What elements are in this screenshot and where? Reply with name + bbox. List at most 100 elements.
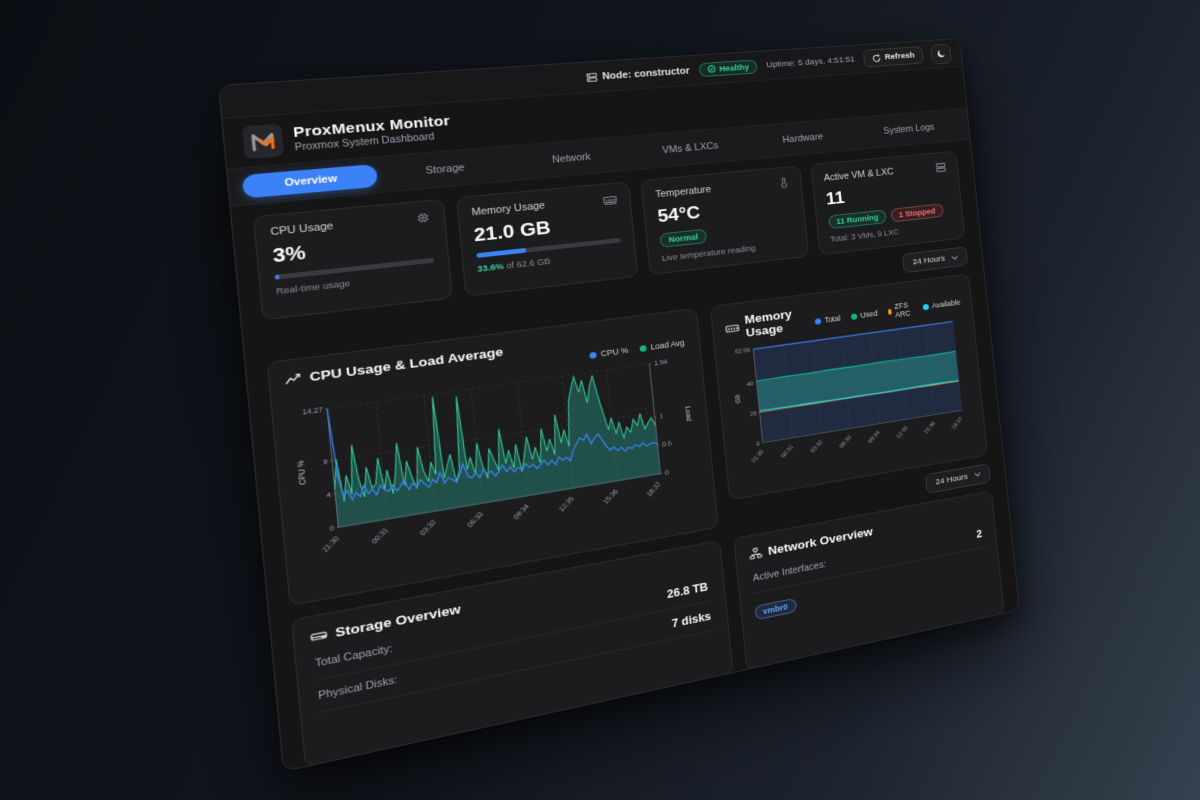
svg-text:21:30: 21:30 <box>320 534 341 553</box>
proxmenux-dashboard-window: Node: constructor Healthy Uptime: 5 days… <box>218 38 1021 772</box>
server-stack-icon <box>935 162 947 174</box>
svg-text:06:33: 06:33 <box>466 510 486 529</box>
svg-text:00:31: 00:31 <box>779 443 794 459</box>
active-vm-lxc-card: Active VM & LXC 11 11 Running 1 Stopped … <box>810 150 966 256</box>
legend-label: Used <box>860 308 879 320</box>
temperature-status-badge: Normal <box>659 228 708 248</box>
svg-text:4: 4 <box>326 491 332 500</box>
legend-label: Total <box>824 313 841 325</box>
detail-value: 7 disks <box>671 609 712 631</box>
thermometer-icon <box>777 177 789 189</box>
svg-text:12:35: 12:35 <box>894 425 909 440</box>
legend-item: Total <box>814 310 841 330</box>
check-circle-icon <box>707 65 716 73</box>
memory-ram-icon <box>603 193 618 206</box>
chevron-down-icon-2 <box>974 471 981 477</box>
legend-label: Available <box>931 297 961 310</box>
proxmenux-logo <box>241 123 284 159</box>
right-column: Memory Usage Total Used ZFS ARC Available 2… <box>709 273 1005 671</box>
svg-text:18:37: 18:37 <box>949 416 963 431</box>
detail-value: 2 <box>975 527 983 541</box>
moon-icon <box>936 49 946 59</box>
legend-item: ZFS ARC <box>887 300 913 320</box>
detail-label: Active Interfaces: <box>752 558 827 584</box>
tab-vms-lxcs[interactable]: VMs & LXCs <box>661 140 719 156</box>
memory-caption-percent: 33.6% <box>476 261 505 274</box>
vms-stopped-badge: 1 Stopped <box>890 203 944 223</box>
svg-text:00:31: 00:31 <box>370 526 391 545</box>
charts-grid: CPU Usage & Load Average CPU % Load Avg 2… <box>266 273 1005 767</box>
overview-content: CPU Usage 3% Real-time usage <box>231 140 1020 772</box>
node-label: Node: constructor <box>601 65 691 82</box>
svg-text:0: 0 <box>329 524 335 533</box>
network-icon <box>748 546 762 560</box>
memory-chart: 21:30 00:31 03:32 06:33 09:34 12:35 15:36 18:37… <box>733 310 963 464</box>
server-icon <box>585 71 598 82</box>
cpu-usage-card: CPU Usage 3% Real-time usage <box>252 198 453 321</box>
temperature-card: Temperature 54°C Normal Live temperature… <box>640 165 809 276</box>
uptime-text: Uptime: 5 days, 4:51:51 <box>765 54 856 70</box>
svg-text:Load: Load <box>684 405 694 422</box>
cpu-card-label: CPU Usage <box>269 220 334 239</box>
memory-chart-icon <box>724 322 739 335</box>
time-range-top-value: 24 Hours <box>912 253 946 267</box>
memory-chart-card: Memory Usage Total Used ZFS ARC Available 2… <box>709 273 988 501</box>
chevron-down-icon <box>951 254 958 260</box>
refresh-label: Refresh <box>884 50 915 62</box>
refresh-icon <box>872 53 881 62</box>
svg-text:1.94: 1.94 <box>654 358 669 367</box>
svg-text:18:37: 18:37 <box>645 480 663 498</box>
left-column: CPU Usage & Load Average CPU % Load Avg 2… <box>266 307 734 767</box>
legend-dot <box>814 317 822 325</box>
svg-text:CPU %: CPU % <box>295 459 308 485</box>
svg-text:62.56: 62.56 <box>734 346 750 355</box>
svg-text:14.27: 14.27 <box>302 406 324 417</box>
svg-text:03:32: 03:32 <box>418 518 438 537</box>
vm-card-label: Active VM & LXC <box>823 166 895 184</box>
tab-system-logs[interactable]: System Logs <box>882 121 935 137</box>
svg-text:20: 20 <box>749 410 756 418</box>
svg-text:03:32: 03:32 <box>808 439 823 455</box>
cpu-progress-fill <box>274 274 280 280</box>
app-title-group: ProxMenux Monitor Proxmox System Dashboa… <box>292 113 451 153</box>
health-status-badge: Healthy <box>698 59 758 77</box>
svg-text:1: 1 <box>659 412 664 420</box>
memory-caption-total: of 62.6 GB <box>503 256 551 271</box>
svg-text:09:34: 09:34 <box>512 502 531 521</box>
svg-text:0: 0 <box>665 469 670 477</box>
cpu-load-chart: 21:30 00:31 03:32 06:33 09:34 12:35 15:36 18:37… <box>295 358 694 554</box>
detail-value: 26.8 TB <box>666 580 709 601</box>
vms-running-badge: 11 Running <box>827 209 887 230</box>
svg-text:0: 0 <box>756 440 760 448</box>
tab-overview[interactable]: Overview <box>241 163 378 199</box>
memory-usage-card: Memory Usage 21.0 GB 33.6% of 62.6 GB <box>455 181 639 297</box>
svg-text:21:30: 21:30 <box>749 448 765 464</box>
tab-network[interactable]: Network <box>551 150 592 166</box>
svg-text:0.5: 0.5 <box>662 440 673 449</box>
legend-dot <box>639 344 648 352</box>
hard-drive-icon <box>310 628 328 644</box>
network-interface-badge: vmbr0 <box>753 597 797 620</box>
svg-text:15:36: 15:36 <box>602 487 620 505</box>
legend-label: ZFS ARC <box>893 300 911 320</box>
memory-progress-fill <box>475 248 527 258</box>
tab-storage[interactable]: Storage <box>425 161 466 177</box>
tab-hardware[interactable]: Hardware <box>781 131 824 145</box>
svg-text:15:36: 15:36 <box>922 420 936 435</box>
memory-card-label: Memory Usage <box>471 200 546 219</box>
svg-text:40: 40 <box>746 380 753 388</box>
time-range-select-bottom[interactable]: 24 Hours <box>925 462 991 494</box>
trending-up-icon <box>284 372 302 387</box>
health-label: Healthy <box>718 62 750 73</box>
svg-text:12:35: 12:35 <box>557 495 576 513</box>
time-range-select-top[interactable]: 24 Hours <box>902 246 969 274</box>
svg-text:06:33: 06:33 <box>837 434 852 449</box>
refresh-button[interactable]: Refresh <box>862 46 924 68</box>
legend-dot <box>850 312 858 320</box>
legend-item: Used <box>850 305 878 325</box>
dark-mode-toggle[interactable] <box>930 43 952 65</box>
detail-label: Physical Disks: <box>317 674 398 702</box>
node-info: Node: constructor <box>585 65 690 83</box>
cpu-chip-icon <box>415 211 430 225</box>
